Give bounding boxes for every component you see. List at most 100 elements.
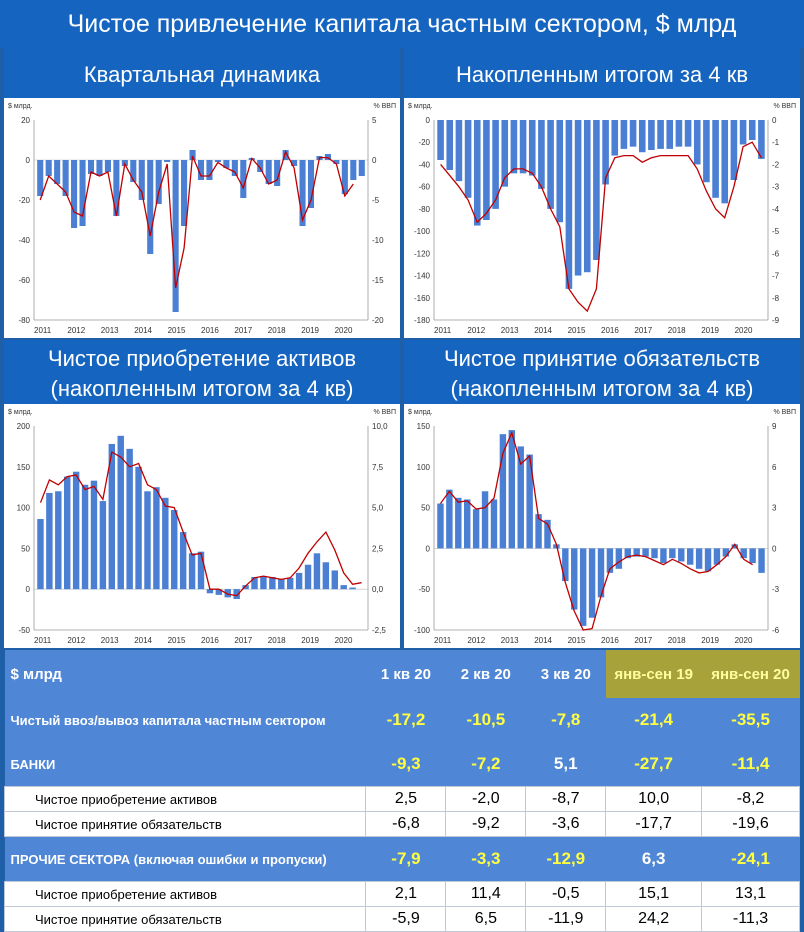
x-tick-label: 2015 bbox=[568, 326, 586, 335]
x-tick-label: 2018 bbox=[268, 326, 286, 335]
y2-tick-label: -9 bbox=[772, 316, 780, 325]
bar bbox=[473, 120, 481, 226]
y2-tick-label: -5 bbox=[372, 196, 380, 205]
y-tick-label: 0 bbox=[26, 156, 31, 165]
panel-title-liabilities-line2: (накопленным итогом за 4 кв) bbox=[450, 376, 754, 401]
y-axis-label: $ млрд. bbox=[408, 103, 433, 110]
x-tick-label: 2012 bbox=[67, 326, 85, 335]
bar bbox=[87, 160, 95, 174]
row-value: -8,2 bbox=[701, 786, 800, 812]
bar bbox=[749, 548, 756, 564]
bar bbox=[666, 120, 674, 149]
y-tick-label: -40 bbox=[418, 160, 430, 169]
y2-tick-label: -15 bbox=[372, 276, 384, 285]
bar bbox=[171, 510, 178, 590]
bar bbox=[104, 160, 111, 172]
bar bbox=[233, 589, 240, 599]
x-tick-label: 2014 bbox=[134, 326, 152, 335]
table-row: ПРОЧИЕ СЕКТОРА (включая ошибки и пропуск… bbox=[4, 836, 800, 882]
panel-title-assets-line2: (накопленным итогом за 4 кв) bbox=[50, 376, 354, 401]
bar bbox=[350, 160, 357, 180]
bar bbox=[483, 120, 490, 220]
y-tick-label: -140 bbox=[414, 272, 431, 281]
y-tick-label: -160 bbox=[414, 294, 431, 303]
y-tick-label: -120 bbox=[414, 249, 431, 258]
bar bbox=[593, 120, 600, 260]
bar bbox=[55, 491, 62, 590]
x-tick-label: 2020 bbox=[335, 326, 353, 335]
y2-axis-label: % ВВП bbox=[373, 409, 396, 416]
bar bbox=[286, 577, 294, 590]
row-value: -24,1 bbox=[701, 836, 800, 882]
bar bbox=[624, 548, 631, 559]
bar bbox=[695, 548, 703, 569]
y-tick-label: 50 bbox=[21, 544, 30, 553]
y2-tick-label: -2,5 bbox=[372, 626, 386, 635]
bar bbox=[730, 120, 738, 180]
x-tick-label: 2020 bbox=[735, 326, 753, 335]
bar bbox=[583, 120, 591, 273]
bar bbox=[282, 150, 289, 160]
y-tick-label: -40 bbox=[18, 236, 30, 245]
bar bbox=[269, 576, 276, 590]
bar bbox=[224, 589, 231, 598]
bar bbox=[144, 491, 151, 590]
y-tick-label: 20 bbox=[21, 116, 30, 125]
x-tick-label: 2011 bbox=[434, 636, 452, 645]
bar bbox=[490, 499, 498, 549]
y-tick-label: -50 bbox=[18, 626, 30, 635]
x-tick-label: 2013 bbox=[101, 326, 119, 335]
x-tick-label: 2012 bbox=[467, 636, 485, 645]
header-ytd19: янв-сен 19 bbox=[605, 650, 702, 698]
chart-liabilities: $ млрд. % ВВП 150 100 50 0 -50 -100 9 6 3 0 -3 -6 2011… bbox=[404, 404, 800, 648]
table-row: Чистое принятие обязательств -5,9 6,5 -11,9… bbox=[3, 906, 800, 932]
bar bbox=[535, 514, 542, 549]
table-row: Чистое принятие обязательств -6,8 -9,2 -3,6… bbox=[3, 811, 800, 837]
bar bbox=[472, 509, 480, 549]
y2-tick-label: -20 bbox=[372, 316, 384, 325]
row-value: -19,6 bbox=[701, 811, 800, 837]
x-tick-label: 2019 bbox=[301, 636, 319, 645]
row-value: -9,3 bbox=[365, 742, 446, 787]
bar bbox=[703, 120, 710, 183]
bar bbox=[231, 160, 238, 176]
panel-title-assets: Чистое приобретение активов (накопленным… bbox=[4, 340, 400, 408]
page-title: Чистое привлечение капитала частным сект… bbox=[0, 0, 804, 48]
y2-axis-label: % ВВП bbox=[373, 103, 396, 110]
x-tick-label: 2019 bbox=[301, 326, 319, 335]
y2-tick-label: 2,5 bbox=[372, 544, 384, 553]
bar bbox=[437, 503, 444, 549]
bar bbox=[172, 160, 179, 312]
y-tick-label: -100 bbox=[414, 626, 431, 635]
bar bbox=[602, 120, 609, 185]
x-tick-label: 2015 bbox=[568, 636, 586, 645]
row-value: -17,2 bbox=[365, 698, 446, 742]
row-label: Чистое принятие обязательств bbox=[3, 811, 367, 837]
bar bbox=[340, 585, 347, 590]
bar bbox=[260, 576, 267, 590]
y-tick-label: 200 bbox=[17, 422, 31, 431]
bar bbox=[181, 160, 188, 226]
bar bbox=[615, 548, 623, 569]
y-tick-label: 150 bbox=[17, 463, 31, 472]
row-value: -11,4 bbox=[701, 742, 800, 787]
bar bbox=[648, 120, 655, 150]
row-value: -0,5 bbox=[525, 881, 607, 907]
bar bbox=[313, 553, 321, 590]
row-value: 2,5 bbox=[365, 786, 447, 812]
bar bbox=[322, 562, 330, 590]
bar bbox=[331, 570, 338, 590]
bar bbox=[739, 120, 747, 145]
bar bbox=[113, 160, 120, 216]
bar bbox=[265, 160, 272, 184]
bar bbox=[349, 587, 356, 590]
bar bbox=[37, 160, 44, 196]
x-tick-label: 2017 bbox=[634, 636, 652, 645]
row-value: -11,9 bbox=[525, 906, 607, 932]
bar bbox=[295, 572, 303, 590]
y-tick-label: -80 bbox=[18, 316, 30, 325]
bar bbox=[519, 120, 527, 174]
row-label: Чистый ввоз/вывоз капитала частным секто… bbox=[4, 698, 366, 742]
bar bbox=[37, 519, 44, 590]
bar bbox=[81, 484, 89, 590]
